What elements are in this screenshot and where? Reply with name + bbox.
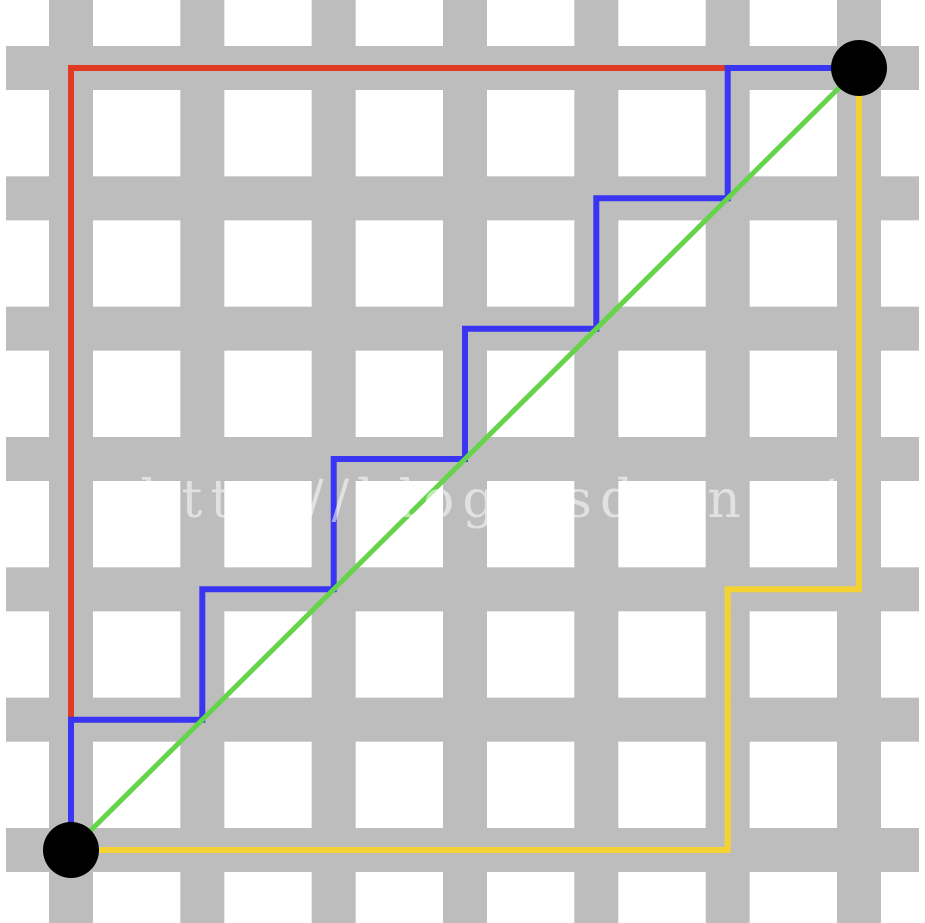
start-point-marker (43, 822, 99, 878)
horizontal-street (6, 176, 919, 221)
green-path (67, 64, 863, 854)
route-paths (67, 64, 863, 854)
yellow-path (68, 65, 862, 853)
end-point-marker (831, 40, 887, 96)
red-path (68, 65, 862, 853)
endpoint-markers (43, 40, 887, 878)
